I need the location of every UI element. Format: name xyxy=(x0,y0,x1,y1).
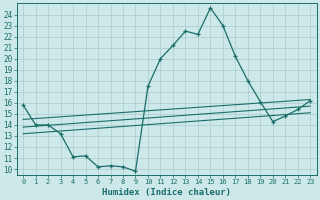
X-axis label: Humidex (Indice chaleur): Humidex (Indice chaleur) xyxy=(102,188,231,197)
